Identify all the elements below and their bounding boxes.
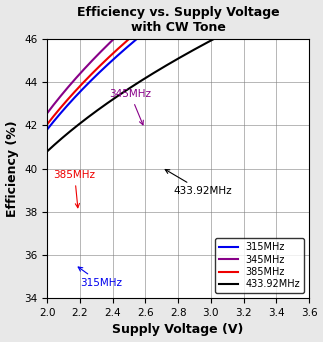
X-axis label: Supply Voltage (V): Supply Voltage (V): [112, 324, 244, 337]
Title: Efficiency vs. Supply Voltage
with CW Tone: Efficiency vs. Supply Voltage with CW To…: [77, 5, 279, 34]
Text: 315MHz: 315MHz: [78, 267, 122, 288]
Text: 345MHz: 345MHz: [109, 89, 151, 125]
Text: 385MHz: 385MHz: [54, 170, 96, 208]
Legend: 315MHz, 345MHz, 385MHz, 433.92MHz: 315MHz, 345MHz, 385MHz, 433.92MHz: [215, 238, 304, 293]
Y-axis label: Efficiency (%): Efficiency (%): [5, 120, 18, 217]
Text: 433.92MHz: 433.92MHz: [165, 170, 232, 196]
